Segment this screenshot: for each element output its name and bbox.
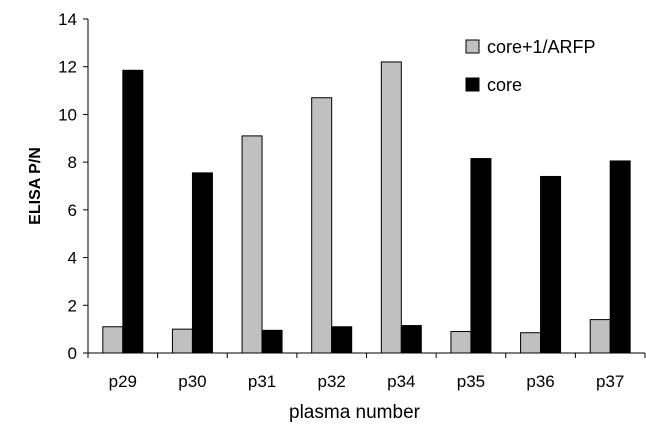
bar-core-1-arfp-p30 xyxy=(171,328,193,354)
y-tick-label: 0 xyxy=(68,344,77,363)
legend-label: core xyxy=(487,75,522,95)
legend-label: core+1/ARFP xyxy=(487,37,596,57)
x-tick-label: p30 xyxy=(178,372,206,391)
y-tick-label: 12 xyxy=(58,58,77,77)
x-tick-label: p36 xyxy=(526,372,554,391)
bar-core-p30 xyxy=(191,172,213,354)
axes-group xyxy=(87,19,645,354)
y-ticks: 0 2 4 6 8 10 12 14 xyxy=(58,10,88,363)
legend-swatch xyxy=(465,77,480,92)
bar-core-p31 xyxy=(261,329,283,354)
bar-core-1-arfp-p35 xyxy=(450,331,472,354)
x-tick-label: p32 xyxy=(318,372,346,391)
y-tick-label: 2 xyxy=(68,296,77,315)
bar-core-p32 xyxy=(331,326,353,354)
bar-core-1-arfp-p37 xyxy=(589,319,611,354)
y-tick-label: 14 xyxy=(58,10,77,29)
bar-core-1-arfp-p31 xyxy=(241,135,263,354)
x-axis-title: plasma number xyxy=(289,402,421,423)
y-axis-title: ELISA P/N xyxy=(27,147,44,225)
bar-core-1-arfp-p36 xyxy=(520,332,542,354)
bar-core-p29 xyxy=(122,69,144,354)
legend-swatch xyxy=(465,39,480,54)
x-tick-label: p35 xyxy=(457,372,485,391)
bar-core-p35 xyxy=(470,158,492,354)
y-tick-label: 8 xyxy=(68,153,77,172)
x-tick-label: p34 xyxy=(387,372,415,391)
legend: core+1/ARFP core xyxy=(465,37,596,95)
y-tick-label: 10 xyxy=(58,105,77,124)
bar-core-p37 xyxy=(609,160,631,354)
x-tick-label: p37 xyxy=(596,372,624,391)
bar-core-1-arfp-p32 xyxy=(311,97,333,354)
x-tick-label: p31 xyxy=(248,372,276,391)
y-tick-label: 6 xyxy=(68,201,77,220)
x-tick-label: p29 xyxy=(109,372,137,391)
bar-core-p34 xyxy=(400,325,422,354)
y-tick-label: 4 xyxy=(68,249,77,268)
bar-core-1-arfp-p34 xyxy=(380,61,402,354)
x-ticks: p29 p30 p31 p32 p34 p35 p36 p37 xyxy=(87,353,646,391)
bar-core-p36 xyxy=(540,175,562,354)
bars-group xyxy=(102,61,631,354)
bar-core-1-arfp-p29 xyxy=(102,326,124,354)
